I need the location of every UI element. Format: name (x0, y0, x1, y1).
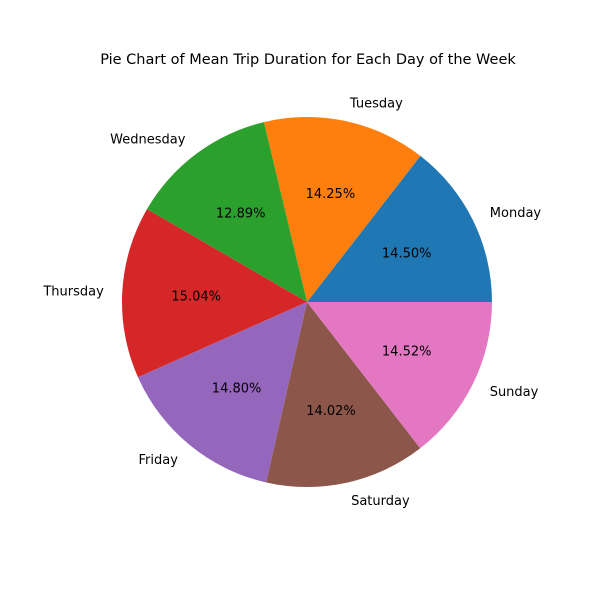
slice-pct-label-thursday: 15.04% (171, 290, 221, 305)
slice-label-thursday: Thursday (42, 285, 104, 300)
pie-slice-monday (307, 155, 492, 302)
pie-slice-sunday (307, 302, 492, 449)
slice-label-sunday: Sunday (490, 385, 539, 400)
chart-title: Pie Chart of Mean Trip Duration for Each… (100, 52, 516, 68)
slice-label-wednesday: Wednesday (110, 132, 186, 147)
slice-pct-label-wednesday: 12.89% (216, 207, 266, 222)
pie-slice-friday (138, 302, 307, 483)
slice-pct-label-sunday: 14.52% (382, 344, 432, 359)
pie-slices (121, 117, 492, 488)
slice-label-saturday: Saturday (351, 494, 410, 509)
slice-pct-label-friday: 14.80% (212, 381, 262, 396)
pie-slice-wednesday (146, 122, 307, 302)
pie-slice-tuesday (263, 117, 421, 302)
slice-pct-label-monday: 14.50% (382, 247, 432, 262)
slice-label-friday: Friday (138, 453, 178, 468)
pie-labels: Monday 14.50% Tuesday 14.25% Wednesday 12.89%… (42, 97, 541, 510)
pie-slice-saturday (266, 302, 421, 488)
slice-pct-label-saturday: 14.02% (306, 404, 356, 419)
slice-pct-label-tuesday: 14.25% (306, 187, 356, 202)
pie-slice-thursday (121, 209, 307, 378)
slice-label-tuesday: Tuesday (349, 97, 403, 112)
slice-label-monday: Monday (490, 206, 542, 221)
